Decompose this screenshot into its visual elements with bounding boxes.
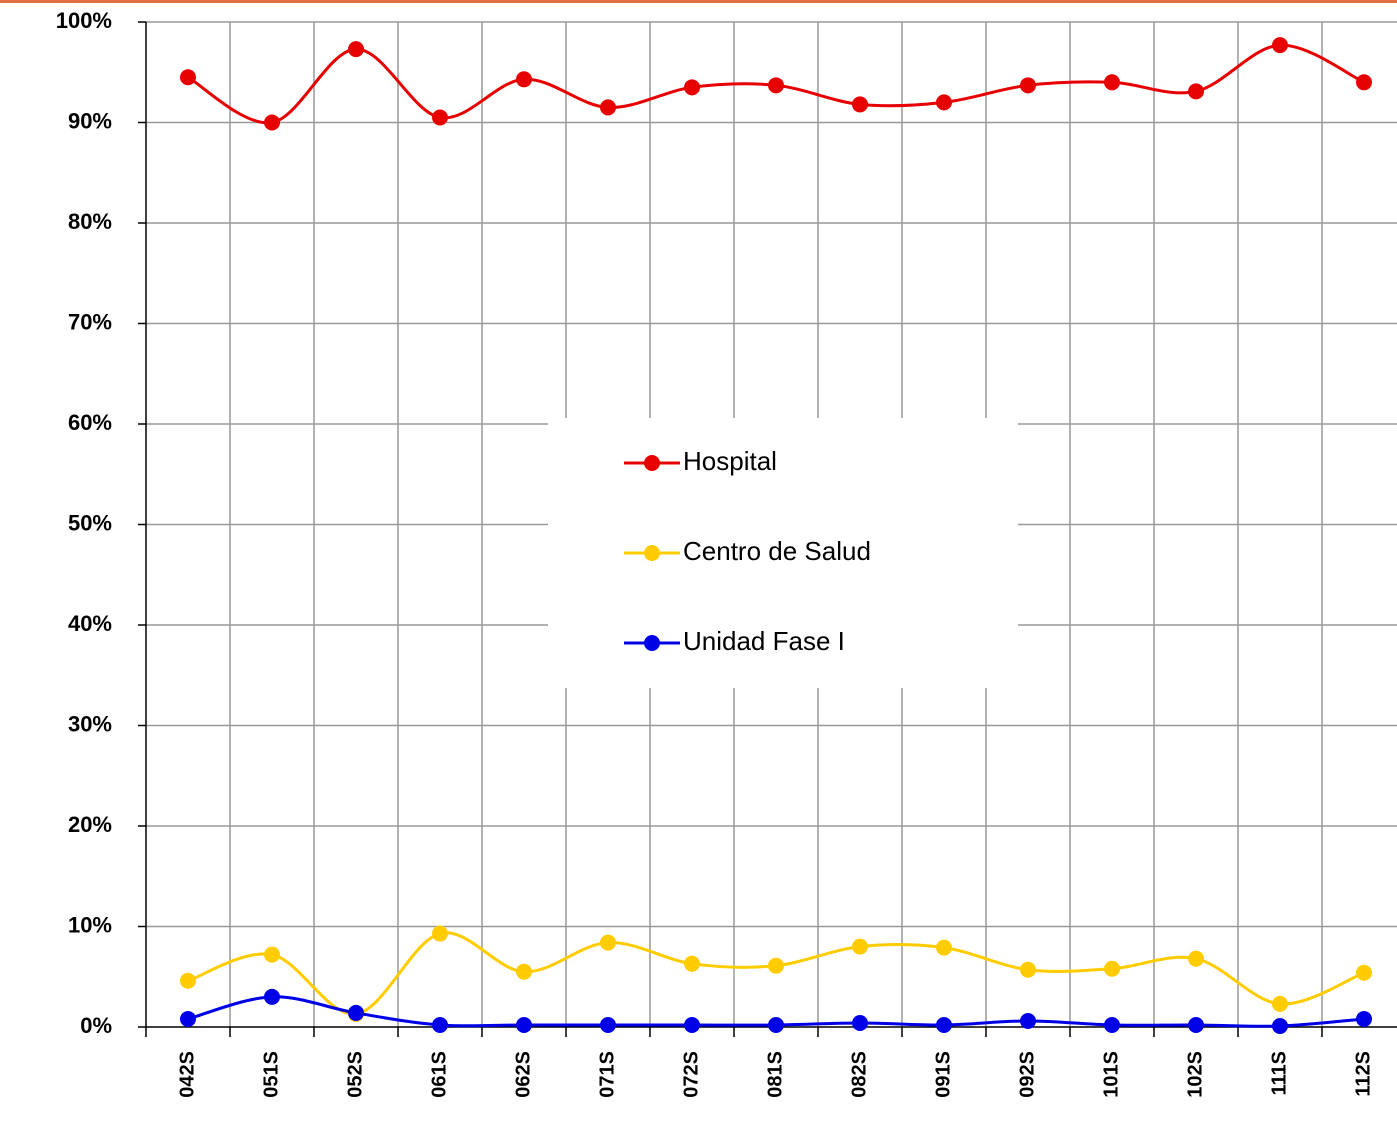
point [516,1016,532,1033]
y-tick-label: 80% [68,209,112,234]
x-tick-label: 091S [932,1051,954,1098]
x-tick-label: 052S [344,1051,366,1098]
x-tick-label: 062S [512,1051,534,1098]
legend-marker [644,455,660,471]
point [348,1004,364,1021]
y-tick-label: 50% [68,510,112,535]
y-tick-label: 30% [68,711,112,736]
x-tick-label: 092S [1016,1051,1038,1098]
x-tick-label: 072S [680,1051,702,1098]
y-tick-label: 100% [56,8,112,33]
point [1104,74,1120,91]
point [936,94,952,111]
x-tick-label: 061S [428,1051,450,1098]
point [1356,74,1372,91]
legend-marker [644,635,660,651]
point [432,925,448,942]
point [936,1016,952,1033]
y-tick-label: 10% [68,912,112,937]
x-tick-label: 101S [1100,1051,1122,1098]
point [936,939,952,956]
legend-label: Unidad Fase I [683,626,845,656]
y-tick-label: 40% [68,611,112,636]
point [768,1016,784,1033]
point [600,99,616,116]
point [516,71,532,88]
point [684,79,700,96]
point [600,1016,616,1033]
point [1104,1016,1120,1033]
legend-label: Centro de Salud [683,536,871,566]
point [1020,1012,1036,1029]
point [1272,1017,1288,1034]
x-tick-label: 051S [260,1051,282,1098]
x-tick-label: 111S [1268,1051,1290,1096]
y-tick-label: 60% [68,410,112,435]
x-tick-label: 102S [1184,1051,1206,1098]
point [852,1014,868,1031]
point [516,963,532,980]
point [852,96,868,113]
y-tick-label: 20% [68,812,112,837]
point [1356,964,1372,981]
point [180,972,196,989]
point [348,41,364,58]
point [1020,77,1036,94]
series-line [187,43,1365,125]
point [1272,995,1288,1012]
point [768,957,784,974]
y-tick-label: 90% [68,108,112,133]
point [1188,950,1204,967]
legend-marker [644,545,660,561]
point [432,1016,448,1033]
point [264,988,280,1005]
x-tick-label: 042S [176,1051,198,1098]
point [1272,37,1288,54]
x-tick-label: 081S [764,1051,786,1098]
point [1104,960,1120,977]
point [180,69,196,86]
x-tick-label: 082S [848,1051,870,1098]
point [684,1016,700,1033]
point [1020,961,1036,978]
x-tick-label: 112S [1352,1051,1374,1097]
point [264,114,280,131]
point [264,946,280,963]
x-tick-label: 071S [596,1051,618,1098]
point [432,109,448,126]
y-tick-label: 70% [68,309,112,334]
point [768,77,784,94]
point [852,938,868,955]
point [1188,83,1204,100]
point [1188,1016,1204,1033]
point [684,955,700,972]
point [600,934,616,951]
point [1356,1010,1372,1027]
point [180,1010,196,1027]
legend-label: Hospital [683,446,777,476]
y-tick-label: 0% [80,1013,112,1038]
